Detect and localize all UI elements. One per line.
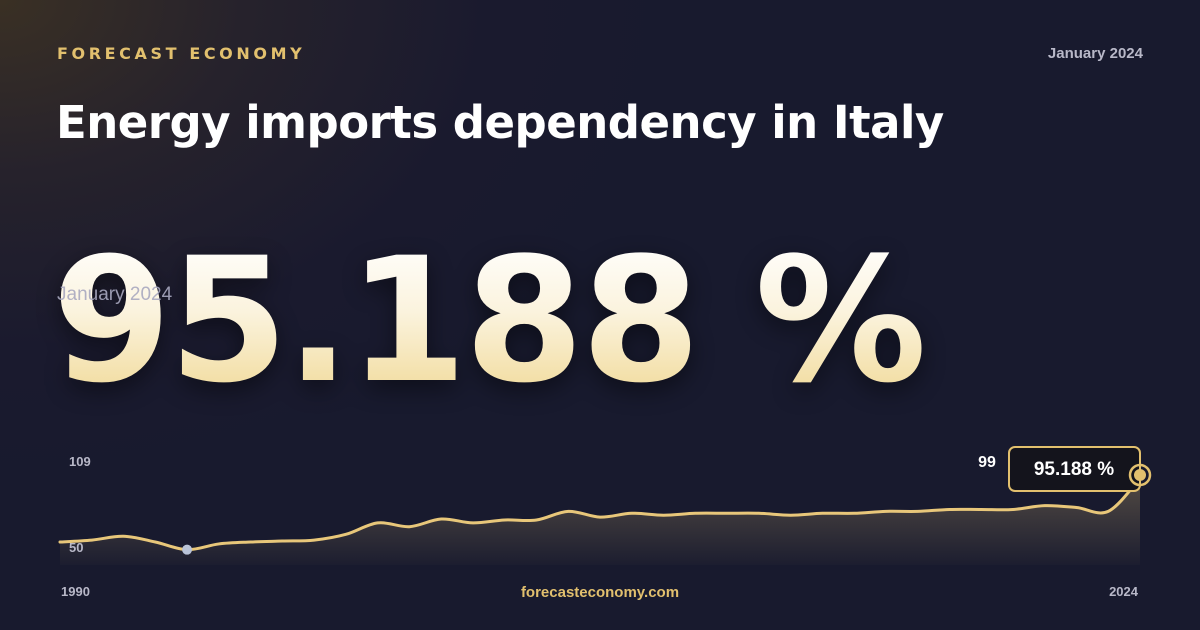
page-title: Energy imports dependency in Italy [56,96,944,149]
x-tick-label-end: 2024 [1109,584,1139,599]
max-value-label: 99 [978,454,996,471]
x-tick-label-start: 1990 [61,584,90,599]
headline-value: 95.188 % [52,220,927,421]
last-point-marker [1134,469,1146,481]
area-fill [60,478,1140,565]
min-point-marker [182,544,193,555]
header-date: January 2024 [1047,45,1143,62]
y-tick-label-max: 109 [69,454,91,469]
brand-logo-text: FORECAST ECONOMY [57,44,306,63]
y-tick-label-min: 50 [69,540,83,555]
last-point-ring [1128,463,1152,487]
series-line [58,476,1142,552]
headline-date: January 2024 [57,284,173,305]
last-value-label: 95.188 % [1034,459,1114,480]
footer-site: forecasteconomy.com [520,584,680,601]
